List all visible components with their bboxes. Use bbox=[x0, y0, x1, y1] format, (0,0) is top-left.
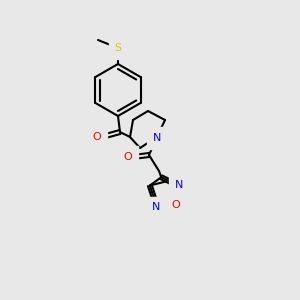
Text: N: N bbox=[152, 202, 160, 212]
Text: N: N bbox=[153, 133, 161, 143]
Text: O: O bbox=[93, 132, 101, 142]
Text: S: S bbox=[114, 43, 122, 53]
Text: O: O bbox=[124, 152, 132, 162]
Text: N: N bbox=[175, 181, 183, 190]
Text: O: O bbox=[171, 200, 180, 210]
